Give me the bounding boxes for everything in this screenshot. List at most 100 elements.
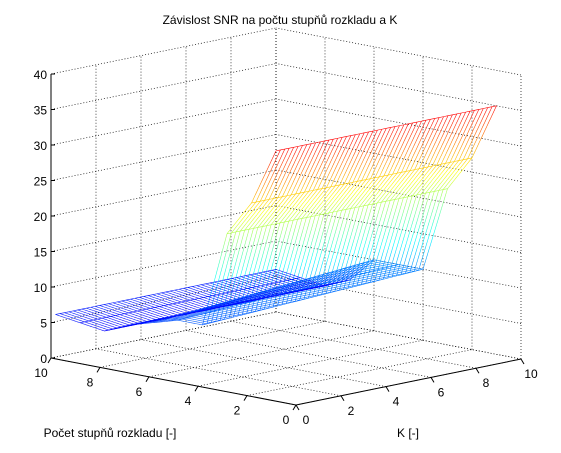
mesh-segment	[332, 155, 334, 159]
mesh-segment	[324, 249, 327, 255]
mesh-segment	[338, 207, 340, 210]
mesh-segment	[370, 133, 373, 137]
mesh-segment	[216, 312, 219, 318]
grid-line	[50, 98, 277, 146]
mesh-segment	[235, 221, 238, 224]
mesh-segment	[259, 204, 262, 207]
mesh-segment	[328, 163, 331, 167]
mesh-segment	[260, 217, 263, 220]
mesh-segment	[348, 180, 351, 184]
mesh-segment	[337, 151, 340, 155]
mesh-segment	[372, 154, 375, 158]
mesh-segment	[346, 193, 348, 196]
mesh-segment	[273, 240, 276, 246]
mesh-segment	[326, 149, 329, 153]
mesh-segment	[357, 143, 360, 147]
mesh-segment	[365, 169, 367, 173]
mesh-segment	[364, 137, 367, 140]
mesh-segment	[265, 202, 267, 205]
mesh-segment	[377, 143, 380, 147]
mesh-segment	[290, 269, 292, 275]
mesh-segment	[255, 205, 257, 208]
mesh-segment	[314, 185, 316, 188]
mesh-segment	[319, 204, 321, 207]
mesh-segment	[324, 180, 327, 184]
mesh-segment	[306, 196, 309, 199]
mesh-segment	[300, 200, 302, 203]
mesh-segment	[265, 220, 268, 223]
mesh-segment	[328, 188, 330, 191]
mesh-segment	[301, 198, 303, 201]
mesh-segment	[280, 180, 283, 183]
mesh-segment	[301, 161, 303, 165]
mesh-segment	[254, 278, 257, 283]
mesh-segment	[261, 292, 264, 294]
mesh-segment	[258, 220, 260, 223]
mesh-segment	[328, 236, 331, 242]
mesh-segment	[236, 228, 239, 231]
mesh-segment	[275, 213, 277, 216]
mesh-segment	[304, 208, 307, 211]
mesh-segment	[257, 207, 259, 210]
mesh-segment	[251, 224, 253, 227]
mesh-segment	[255, 244, 258, 250]
mesh-segment	[370, 159, 372, 163]
mesh-segment	[237, 252, 239, 258]
mesh-segment	[252, 213, 254, 216]
mesh-segment	[331, 181, 334, 185]
mesh-segment	[344, 171, 347, 175]
mesh-segment	[281, 170, 283, 174]
mesh-segment	[317, 210, 320, 213]
mesh-segment	[332, 171, 335, 175]
mesh-segment	[354, 187, 356, 190]
mesh-segment	[264, 203, 266, 206]
mesh-segment	[304, 199, 307, 202]
mesh-segment	[329, 144, 332, 148]
mesh-segment	[224, 285, 226, 290]
mesh-segment	[279, 203, 281, 206]
mesh-segment	[319, 148, 322, 152]
mesh-segment	[328, 191, 331, 194]
mesh-segment	[291, 196, 294, 199]
mesh-segment	[335, 227, 338, 232]
mesh-segment	[283, 202, 286, 205]
mesh-segment	[232, 270, 234, 276]
mesh-segment	[287, 197, 289, 200]
mesh-segment	[239, 298, 241, 300]
mesh-segment	[277, 219, 280, 221]
mesh-segment	[251, 274, 254, 280]
mesh-segment	[303, 166, 305, 169]
mesh-segment	[313, 168, 316, 172]
mesh-segment	[336, 223, 339, 228]
mesh-segment	[294, 202, 297, 205]
mesh-segment	[247, 298, 249, 301]
mesh-segment	[322, 159, 324, 163]
mesh-segment	[266, 200, 269, 203]
mesh-segment	[362, 158, 365, 162]
mesh-segment	[288, 201, 290, 204]
mesh-segment	[302, 226, 305, 231]
mesh-segment	[272, 207, 275, 210]
mesh-segment	[255, 223, 258, 226]
mesh-segment	[271, 165, 274, 169]
mesh-segment	[273, 257, 275, 262]
mesh-segment	[269, 224, 272, 230]
mesh-segment	[262, 234, 265, 240]
mesh-segment	[334, 203, 337, 206]
mesh-segment	[271, 191, 274, 195]
mesh-segment	[250, 232, 253, 238]
mesh-segment	[330, 167, 333, 171]
mesh-segment	[339, 226, 342, 231]
mesh-segment	[304, 217, 307, 222]
mesh-segment	[306, 210, 309, 213]
mesh-segment	[306, 192, 308, 195]
mesh-segment	[275, 248, 278, 254]
mesh-segment	[380, 155, 382, 158]
mesh-segment	[370, 175, 373, 179]
mesh-segment	[274, 167, 277, 171]
mesh-segment	[360, 170, 363, 174]
mesh-segment	[256, 196, 259, 200]
mesh-segment	[300, 247, 303, 252]
mesh-segment	[276, 215, 279, 218]
mesh-segment	[281, 177, 284, 181]
